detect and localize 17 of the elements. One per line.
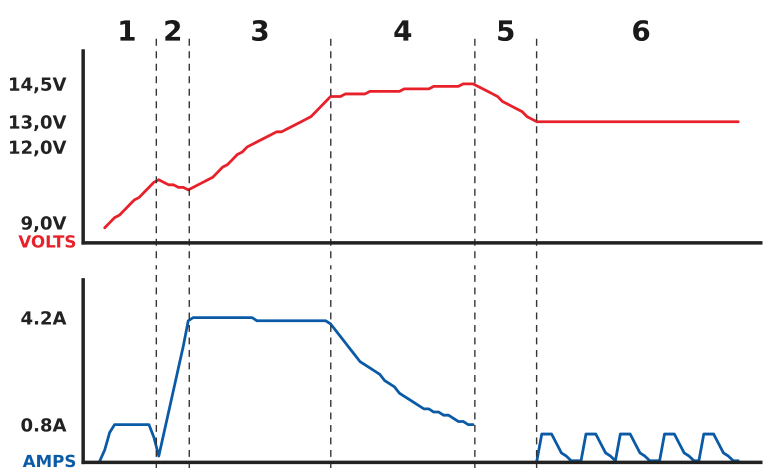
- line-series: [103, 82, 740, 230]
- y-tick-label: 9,0V: [21, 216, 66, 232]
- y-axis-title: AMPS: [22, 454, 76, 468]
- y-tick-label: 4.2A: [21, 311, 66, 324]
- text: 2: [165, 20, 180, 41]
- line-series: [98, 316, 474, 462]
- line-series: [535, 432, 740, 462]
- text: 1: [120, 20, 135, 41]
- y-tick-label: 0.8A: [21, 418, 66, 432]
- text: 3: [252, 20, 268, 42]
- y-tick-label: 13,0V: [10, 115, 66, 132]
- y-tick-label: 14,5V: [10, 78, 66, 94]
- text: 6: [633, 20, 650, 42]
- text: 4: [394, 20, 412, 41]
- y-tick-label: 12,0V: [10, 140, 66, 156]
- y-axis-title: VOLTS: [18, 235, 76, 248]
- text: 5: [498, 20, 514, 42]
